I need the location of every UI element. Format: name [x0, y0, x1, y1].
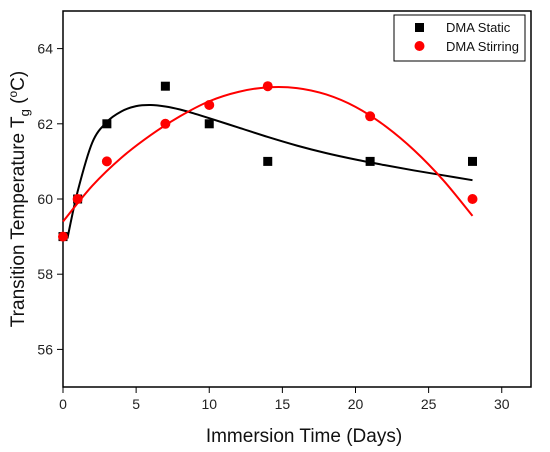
y-tick-label: 62 — [37, 116, 53, 132]
y-axis-title-degree: o — [6, 91, 20, 98]
x-tick-label: 10 — [201, 396, 217, 412]
x-tick-label: 25 — [421, 396, 437, 412]
legend-marker-dma-static — [415, 23, 424, 32]
y-axis-title-subscript: g — [17, 109, 32, 116]
x-tick-label: 30 — [494, 396, 510, 412]
legend-marker-dma-stirring — [414, 41, 425, 51]
data-point-series-0 — [102, 119, 112, 129]
data-point-series-0 — [160, 81, 170, 91]
data-point-series-1 — [204, 100, 215, 110]
data-point-series-0 — [365, 156, 375, 166]
data-point-series-1 — [467, 194, 478, 204]
data-point-series-1 — [58, 231, 68, 242]
x-tick-label: 15 — [275, 396, 291, 412]
fit-curve-series-0 — [66, 103, 473, 239]
data-point-series-0 — [204, 119, 214, 129]
data-point-series-0 — [263, 156, 273, 166]
y-tick-label: 60 — [37, 191, 53, 207]
x-tick-label: 20 — [348, 396, 364, 412]
y-tick-label: 56 — [37, 341, 53, 357]
legend-label-dma-static: DMA Static — [446, 20, 511, 35]
data-point-series-1 — [365, 111, 376, 122]
x-axis-title: Immersion Time (Days) — [206, 426, 402, 447]
legend-label-dma-stirring: DMA Stirring — [446, 39, 519, 54]
y-axis: 56 58 60 62 64 — [37, 41, 63, 357]
x-tick-label: 0 — [59, 396, 67, 412]
y-axis-title-main: Transition Temperature T — [8, 116, 29, 327]
x-tick-label: 5 — [132, 396, 140, 412]
data-point-series-1 — [160, 118, 171, 129]
data-point-series-1 — [262, 81, 273, 92]
legend-box — [393, 14, 526, 62]
y-axis-title-unit: C) — [8, 71, 29, 91]
data-point-series-1 — [72, 194, 83, 204]
data-point-series-0 — [468, 156, 477, 166]
x-axis: 0 5 10 15 20 25 30 — [59, 387, 510, 412]
data-points — [58, 81, 478, 242]
y-axis-title-open: ( — [8, 97, 29, 109]
legend: DMA Static DMA Stirring — [393, 14, 526, 62]
data-point-series-1 — [101, 156, 112, 167]
y-axis-title: Transition Temperature Tg (oC) — [6, 71, 32, 327]
y-tick-label: 64 — [37, 41, 53, 57]
y-tick-label: 58 — [37, 266, 53, 282]
fit-curve-series-1 — [62, 85, 474, 223]
plot-area — [62, 10, 532, 388]
